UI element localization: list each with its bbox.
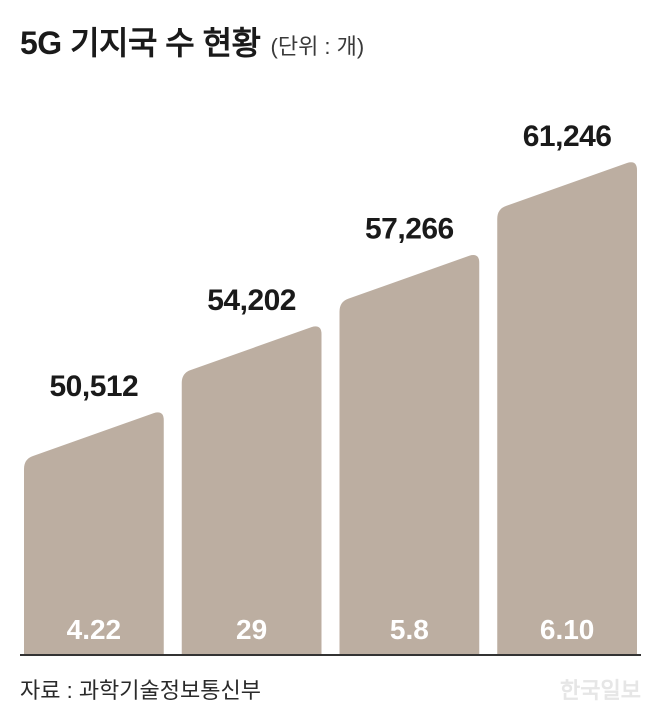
bar	[340, 255, 480, 655]
chart-area: 5G50,5124.2254,2022957,2665.861,2466.10	[20, 90, 641, 659]
bar-value-label: 54,202	[207, 284, 296, 317]
bar	[497, 162, 637, 655]
bar	[182, 326, 322, 655]
bar-value-label: 61,246	[523, 120, 612, 153]
bar-x-label: 29	[236, 614, 267, 645]
bar-chart: 5G50,5124.2254,2022957,2665.861,2466.10	[20, 90, 641, 659]
chart-title: 5G 기지국 수 현황	[20, 18, 261, 64]
chart-unit: (단위 : 개)	[271, 29, 365, 61]
bar-x-label: 6.10	[540, 614, 595, 645]
bar-value-label: 50,512	[49, 370, 138, 403]
bar-value-label: 57,266	[365, 213, 454, 246]
bar-x-label: 4.22	[67, 614, 122, 645]
source-label: 자료 : 과학기술정보통신부	[20, 673, 261, 705]
attribution-label: 한국일보	[560, 673, 641, 705]
bar-x-label: 5.8	[390, 614, 429, 645]
